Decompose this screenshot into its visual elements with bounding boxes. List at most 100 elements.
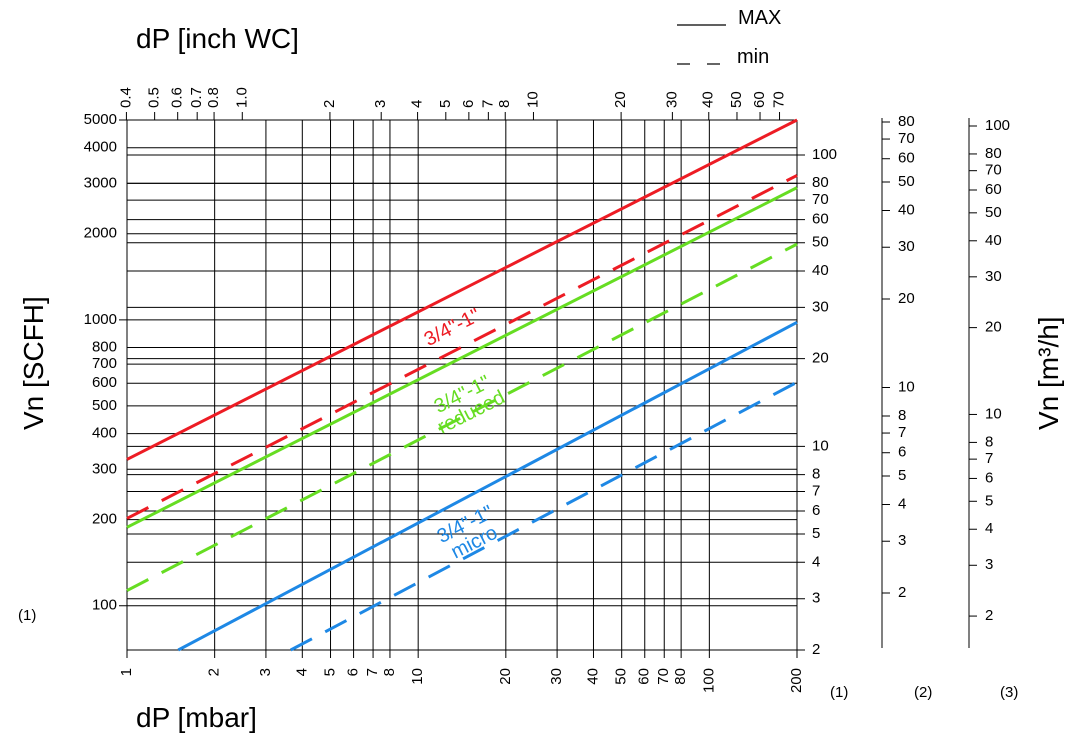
tick-label-scale2: 60 [898, 150, 915, 167]
series-line-min-1 [126, 174, 798, 520]
tick-label-scale3: 30 [985, 268, 1002, 285]
tick-label-scale2: 10 [898, 378, 915, 395]
tick-label-scale2: 2 [898, 584, 906, 601]
series-line-max-4 [177, 321, 798, 652]
legend-max-label: MAX [738, 7, 781, 29]
tick-label-scale2: 4 [898, 495, 906, 512]
axes-layer: 1 2 3 4 5 6 7 8 10 20 30 40 50 60 70 80 100 2005000400030… [84, 87, 1010, 693]
series-label-0: 3/4"-1" [421, 304, 484, 351]
tick-label-top: 10 [524, 91, 541, 108]
column-label-left: (1) [18, 607, 36, 624]
tick-label-scale1: 50 [812, 234, 829, 251]
tick-label-scale1: 5 [812, 525, 820, 542]
tick-label-scale3: 3 [985, 556, 993, 573]
tick-label-scale1: 8 [812, 466, 820, 483]
right-axis-title: Vn [m³/h] [1033, 316, 1064, 430]
tick-label-bottom: 60 [636, 668, 653, 685]
tick-label-scale3: 10 [985, 405, 1002, 422]
tick-label-bottom: 3 [257, 668, 274, 676]
tick-label-bottom: 50 [613, 668, 630, 685]
tick-label-left: 300 [92, 460, 117, 477]
tick-label-bottom: 1 [118, 668, 135, 676]
tick-label-scale1: 70 [812, 191, 829, 208]
tick-label-scale3: 70 [985, 162, 1002, 179]
tick-label-scale3: 60 [985, 181, 1002, 198]
tick-label-bottom: 200 [788, 668, 805, 693]
tick-label-top: 3 [372, 100, 389, 108]
tick-label-left: 800 [92, 339, 117, 356]
tick-label-left: 4000 [84, 139, 117, 156]
tick-label-scale3: 8 [985, 433, 993, 450]
tick-label-top: 0.6 [169, 87, 186, 108]
series-line-min-3 [126, 242, 798, 592]
tick-label-scale1: 6 [812, 502, 820, 519]
left-axis-title: Vn [SCFH] [18, 296, 49, 430]
tick-label-scale2: 6 [898, 444, 906, 461]
tick-label-top: 50 [728, 91, 745, 108]
tick-label-scale1: 80 [812, 174, 829, 191]
tick-label-scale3: 40 [985, 232, 1002, 249]
tick-label-top: 1.0 [233, 87, 250, 108]
tick-label-scale3: 6 [985, 469, 993, 486]
tick-label-scale2: 5 [898, 467, 906, 484]
column-label-3: (3) [1000, 684, 1018, 701]
tick-label-scale3: 7 [985, 450, 993, 467]
tick-label-bottom: 8 [381, 668, 398, 676]
tick-label-scale2: 40 [898, 201, 915, 218]
tick-label-scale1: 60 [812, 211, 829, 228]
tick-label-bottom: 80 [672, 668, 689, 685]
tick-label-bottom: 7 [364, 668, 381, 676]
tick-label-top: 4 [409, 100, 426, 108]
series-line-min-5 [290, 380, 798, 652]
series-label-1: 3/4"-1"reduced [425, 369, 508, 439]
tick-label-scale3: 5 [985, 492, 993, 509]
tick-label-scale1: 10 [812, 437, 829, 454]
series-line-max-2 [126, 186, 798, 529]
tick-label-scale3: 50 [985, 204, 1002, 221]
tick-label-top: 70 [770, 91, 787, 108]
tick-label-scale1: 7 [812, 482, 820, 499]
tick-label-top: 5 [437, 100, 454, 108]
tick-label-left: 3000 [84, 174, 117, 191]
legend-min-label: min [737, 46, 769, 68]
tick-label-scale3: 4 [985, 520, 993, 537]
tick-label-scale2: 30 [898, 238, 915, 255]
tick-label-scale1: 30 [812, 298, 829, 315]
grid-layer [119, 119, 805, 651]
tick-label-scale2: 7 [898, 424, 906, 441]
tick-label-left: 200 [92, 511, 117, 528]
tick-label-top: 7 [479, 100, 496, 108]
tick-label-top: 6 [460, 100, 477, 108]
tick-label-scale3: 80 [985, 145, 1002, 162]
tick-label-scale3: 2 [985, 607, 993, 624]
tick-label-scale2: 50 [898, 173, 915, 190]
tick-label-scale1: 2 [812, 641, 820, 658]
tick-label-bottom: 40 [584, 668, 601, 685]
tick-label-scale1: 4 [812, 553, 820, 570]
tick-label-top: 20 [612, 91, 629, 108]
tick-label-top: 8 [496, 100, 513, 108]
tick-label-scale3: 100 [985, 117, 1010, 134]
tick-label-bottom: 4 [293, 668, 310, 676]
tick-label-scale2: 8 [898, 407, 906, 424]
tick-label-left: 1000 [84, 311, 117, 328]
tick-label-top: 0.8 [205, 87, 222, 108]
bottom-axis-title: dP [mbar] [136, 702, 257, 733]
tick-label-top: 0.5 [146, 87, 163, 108]
tick-label-top: 0.4 [117, 87, 134, 108]
tick-label-left: 700 [92, 355, 117, 372]
tick-label-top: 40 [700, 91, 717, 108]
tick-label-bottom: 100 [700, 668, 717, 693]
tick-label-left: 100 [92, 597, 117, 614]
tick-label-left: 500 [92, 397, 117, 414]
top-axis-title: dP [inch WC] [136, 23, 299, 54]
tick-label-scale1: 40 [812, 262, 829, 279]
tick-label-scale1: 100 [812, 146, 837, 163]
tick-label-bottom: 20 [497, 668, 514, 685]
tick-label-top: 60 [751, 91, 768, 108]
series-label-line: 3/4"-1" [421, 304, 484, 351]
tick-label-top: 2 [321, 100, 338, 108]
column-label-2: (2) [914, 684, 932, 701]
tick-label-bottom: 70 [655, 668, 672, 685]
